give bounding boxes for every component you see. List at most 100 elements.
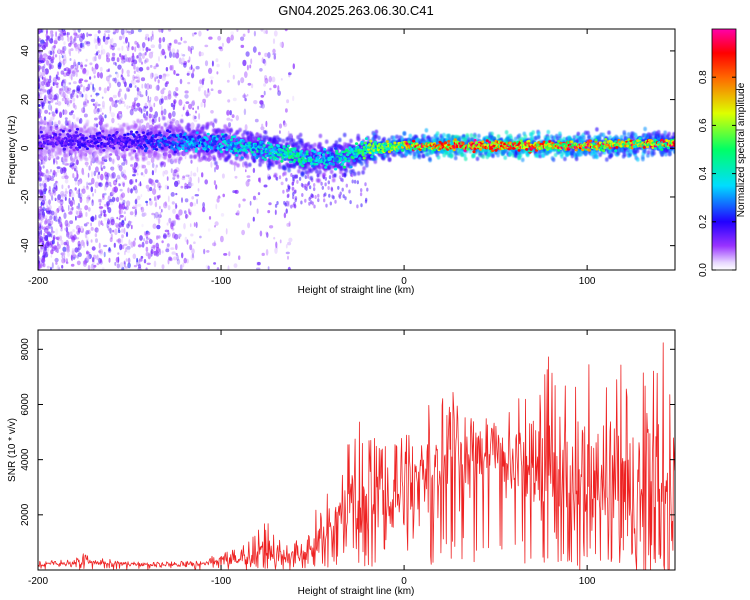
heatmap-cell	[124, 266, 129, 269]
heatmap-cell	[340, 177, 343, 182]
heatmap-cell	[244, 163, 249, 169]
heatmap-cell	[71, 248, 75, 255]
heatmap-cell	[334, 140, 339, 145]
heatmap-cell	[170, 247, 175, 250]
heatmap-cell	[108, 157, 112, 162]
heatmap-cell	[69, 40, 73, 45]
heatmap-cell	[268, 75, 272, 83]
heatmap-cell	[78, 192, 83, 199]
heatmap-cell	[138, 183, 143, 187]
heatmap-cell	[86, 197, 89, 204]
heatmap-cell	[61, 97, 65, 102]
heatmap-cell	[115, 99, 119, 103]
heatmap-cell	[193, 119, 198, 123]
heatmap-cell	[463, 156, 468, 162]
heatmap-cell	[141, 42, 146, 48]
heatmap-cell	[318, 133, 323, 139]
heatmap-cell	[151, 170, 154, 176]
heatmap-cell	[267, 266, 270, 270]
heatmap-cell	[81, 188, 86, 194]
heatmap-cell	[233, 263, 238, 268]
heatmap-cell	[213, 118, 218, 123]
heatmap-cell	[259, 105, 263, 109]
heatmap-cell	[317, 178, 321, 183]
heatmap-cell	[87, 207, 91, 212]
heatmap-cell	[198, 30, 202, 37]
heatmap-cell	[65, 152, 70, 158]
heatmap-cell	[67, 236, 72, 239]
heatmap-cell	[248, 162, 252, 167]
heatmap-cell	[191, 32, 195, 37]
heatmap-cell	[91, 246, 96, 251]
heatmap-cell	[76, 34, 80, 39]
heatmap-cell	[66, 32, 70, 36]
heatmap-cell	[151, 212, 155, 216]
heatmap-cell	[41, 120, 45, 126]
heatmap-cell	[97, 37, 100, 45]
heatmap-cell	[130, 55, 133, 62]
heatmap-cell	[172, 232, 176, 239]
heatmap-cell	[167, 258, 170, 265]
heatmap-cell	[109, 111, 112, 114]
heatmap-cells	[38, 29, 675, 270]
heatmap-cell	[173, 158, 178, 164]
heatmap-cell	[348, 189, 351, 194]
heatmap-cell	[173, 100, 176, 108]
heatmap-cell	[136, 195, 141, 201]
heatmap-cell	[175, 243, 178, 251]
heatmap-cell	[130, 224, 133, 230]
heatmap-cell	[174, 52, 177, 57]
heatmap-cell	[135, 66, 140, 73]
heatmap-cell	[190, 159, 193, 164]
heatmap-cell	[217, 35, 222, 41]
heatmap-cell	[175, 93, 179, 96]
heatmap-cell	[50, 56, 55, 61]
heatmap-cell	[364, 182, 367, 187]
heatmap-cell	[73, 61, 77, 67]
heatmap-cell	[137, 88, 141, 91]
heatmap-cell	[44, 68, 49, 75]
heatmap-cell	[122, 153, 127, 158]
heatmap-cell	[387, 157, 392, 162]
heatmap-cell	[246, 93, 249, 97]
heatmap-cell	[46, 231, 49, 235]
heatmap-cell	[51, 262, 54, 269]
heatmap-cell	[52, 189, 55, 195]
heatmap-cell	[57, 120, 61, 125]
heatmap-cell	[119, 188, 123, 192]
heatmap-cell	[308, 197, 311, 201]
heatmap-cell	[140, 206, 143, 210]
heatmap-cell	[435, 131, 440, 136]
heatmap-cell	[291, 181, 294, 186]
heatmap-cell	[91, 199, 94, 207]
heatmap-cell	[153, 65, 157, 70]
heatmap-cell	[75, 70, 78, 78]
heatmap-cell	[156, 235, 159, 240]
heatmap-cell	[66, 89, 70, 95]
heatmap-cell	[189, 223, 192, 228]
heatmap-cell	[210, 88, 214, 91]
heatmap-cell	[60, 204, 63, 207]
heatmap-cell	[83, 113, 88, 118]
heatmap-cell	[75, 117, 80, 122]
heatmap-cell	[63, 241, 67, 246]
heatmap-cell	[126, 249, 130, 254]
heatmap-cell	[54, 257, 59, 263]
heatmap-cell	[159, 211, 162, 219]
heatmap-cell	[78, 188, 80, 194]
heatmap-cell	[263, 30, 267, 34]
heatmap-cell	[154, 73, 158, 78]
heatmap-cell	[136, 86, 139, 92]
heatmap-cell	[78, 81, 83, 84]
heatmap-cell	[226, 79, 230, 83]
heatmap-cell	[496, 134, 501, 139]
heatmap-cell	[97, 37, 101, 44]
heatmap-cell	[304, 198, 307, 203]
heatmap-cell	[107, 225, 110, 231]
heatmap-cell	[86, 181, 88, 188]
heatmap-cell	[62, 46, 65, 53]
heatmap-cell	[174, 233, 179, 240]
heatmap-cell	[178, 57, 182, 65]
heatmap-cell	[64, 78, 67, 84]
